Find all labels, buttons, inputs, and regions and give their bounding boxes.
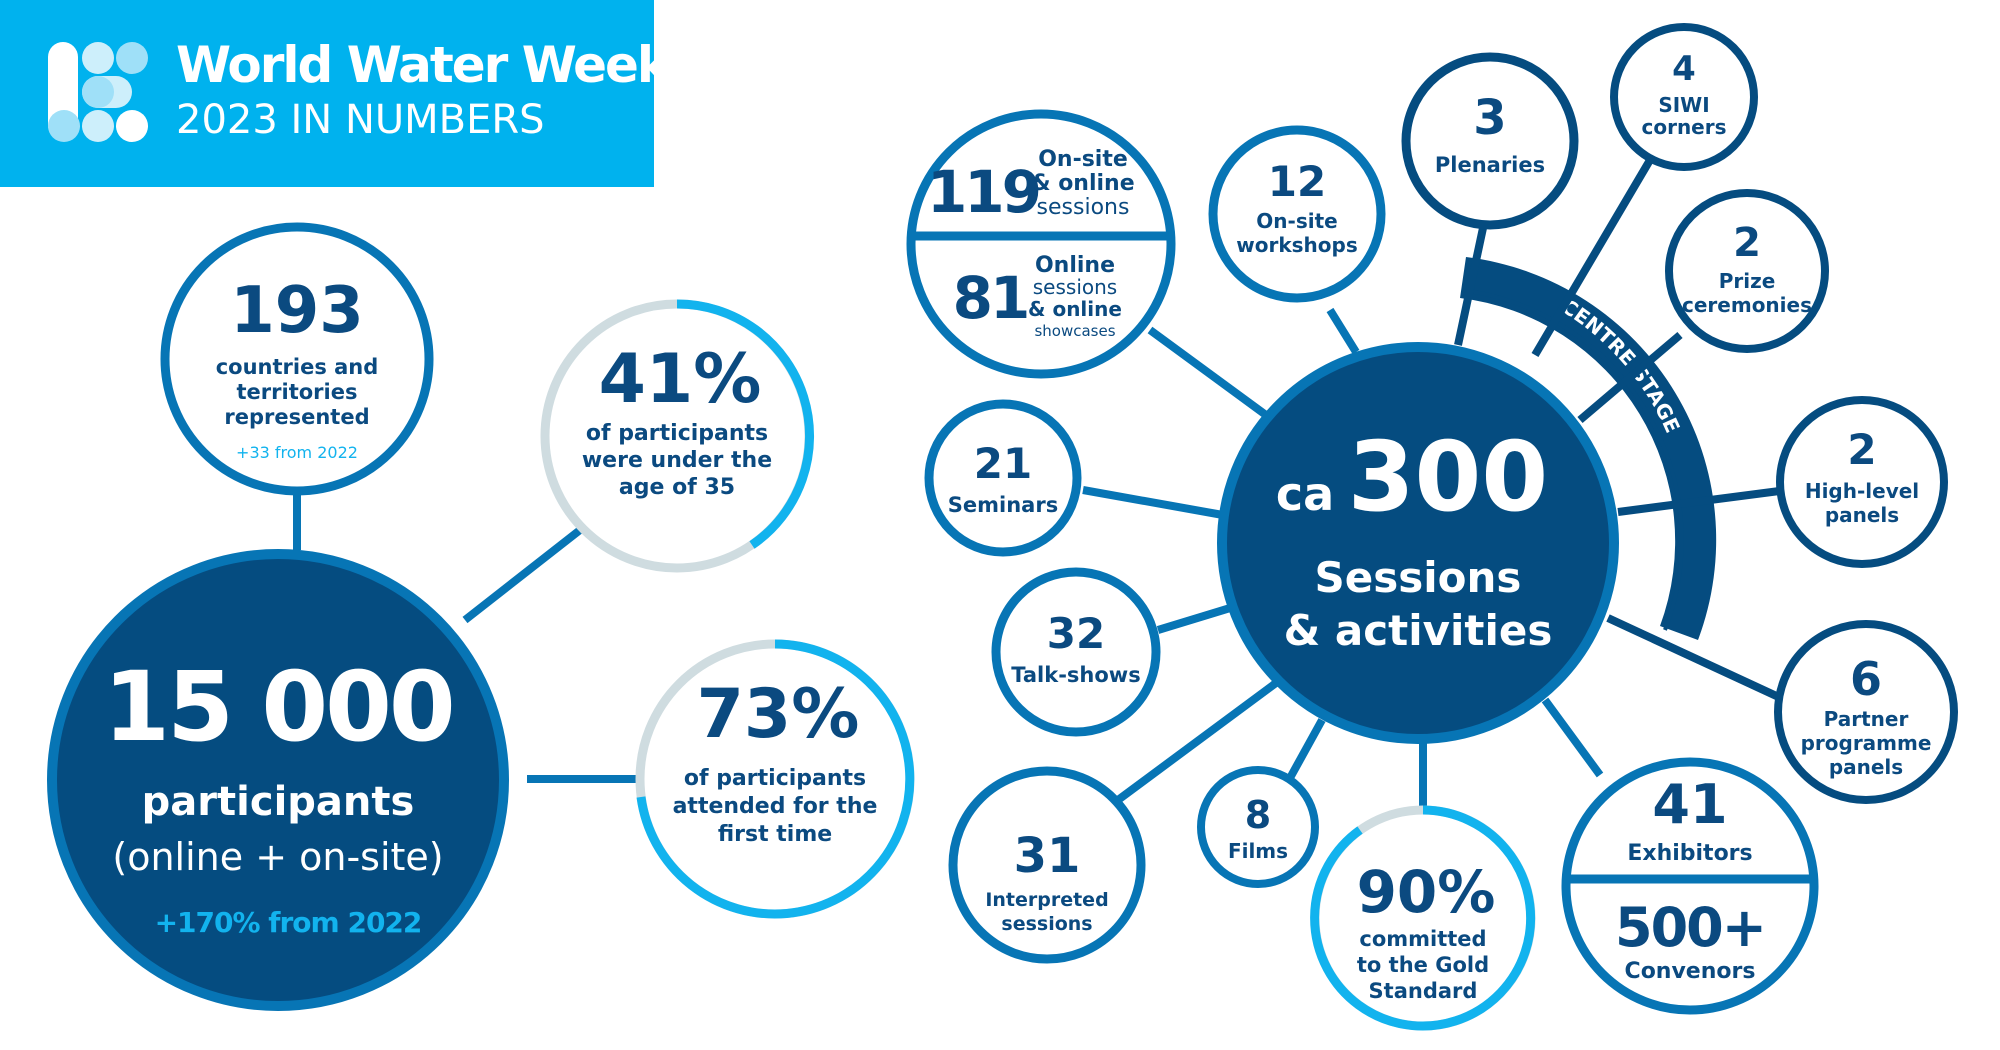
sessions-label-line: Sessions (1315, 553, 1522, 602)
convenors-value: 500+ (1615, 896, 1765, 959)
sessions-main-circle: ca 300 Sessions & activities (1217, 342, 1619, 744)
partner-value: 6 (1850, 652, 1882, 706)
countries-label-line: countries and (216, 355, 379, 379)
app-title: World Water Week (176, 36, 670, 94)
interpreted-sessions-stat-circle: 31 Interpreted sessions (948, 766, 1146, 964)
onsite-online-label-line: sessions (1037, 195, 1130, 220)
countries-label-line: territories (237, 380, 358, 404)
under35-progress-arc (676, 299, 815, 549)
prize-label-line: Prize (1719, 269, 1776, 293)
talk-shows-value: 32 (1047, 609, 1105, 658)
gold-standard-value: 90% (1357, 858, 1496, 926)
partner-panels-stat-circle: 6 Partner programme panels (1774, 620, 1958, 804)
left-connectors (293, 493, 640, 783)
plenaries-label: Plenaries (1435, 153, 1545, 177)
sessions-value-line: ca 300 (1276, 421, 1548, 533)
first-time-label-line: first time (718, 822, 832, 847)
online-label-line: & online (1028, 297, 1122, 321)
siwi-corners-stat-circle: 4 SIWI corners (1610, 23, 1758, 171)
films-stat-circle: 8 Films (1197, 766, 1319, 888)
high-level-label-line: High-level (1805, 479, 1919, 503)
partner-label-line: Partner (1824, 707, 1909, 731)
siwi-corners-value: 4 (1672, 49, 1696, 89)
session-connectors (1082, 307, 1604, 807)
under35-label-line: were under the (582, 448, 772, 473)
gold-standard-label-line: committed (1359, 927, 1486, 951)
convenors-label: Convenors (1625, 959, 1756, 984)
sessions-value: 300 (1348, 421, 1548, 533)
gold-standard-progress-arc (1310, 805, 1536, 1031)
gold-standard-label-line: Standard (1369, 979, 1478, 1003)
online-label-line: Online (1035, 253, 1115, 278)
workshops-value: 12 (1268, 157, 1326, 206)
countries-value: 193 (230, 274, 364, 348)
seminars-stat-circle: 21 Seminars (924, 399, 1082, 557)
first-time-value: 73% (697, 675, 860, 754)
interpreted-label-line: sessions (1001, 913, 1092, 935)
onsite-online-split-circle: 119 On-site & online sessions 81 Online … (906, 109, 1176, 379)
online-label-line: showcases (1034, 322, 1115, 340)
sessions-prefix: ca (1276, 467, 1334, 521)
siwi-corners-label-line: corners (1641, 115, 1726, 139)
online-value: 81 (953, 264, 1028, 332)
partner-label-line: panels (1829, 755, 1903, 779)
workshops-label-line: workshops (1236, 233, 1357, 257)
plenaries-stat-circle: 3 Plenaries (1401, 52, 1579, 230)
partner-label-line: programme (1801, 731, 1932, 755)
countries-stat-circle: 193 countries and territories represente… (160, 222, 434, 496)
prize-value: 2 (1733, 220, 1761, 266)
under35-label-line: of participants (586, 421, 768, 446)
interpreted-value: 31 (1014, 828, 1081, 884)
workshops-label-line: On-site (1256, 209, 1337, 233)
under35-label-line: age of 35 (619, 475, 735, 500)
participants-change: +170% from 2022 (155, 906, 422, 939)
participants-sublabel: (online + on-site) (112, 835, 443, 879)
films-label: Films (1228, 839, 1288, 863)
participants-label: participants (142, 779, 415, 825)
sessions-label-line: & activities (1284, 606, 1553, 655)
exhibitors-label: Exhibitors (1627, 841, 1752, 866)
films-value: 8 (1245, 793, 1271, 837)
page-subtitle: 2023 IN NUMBERS (176, 97, 545, 143)
onsite-online-value: 119 (927, 158, 1039, 226)
first-time-progress-arc (636, 639, 915, 919)
participants-main-circle: 15 000 participants (online + on-site) +… (47, 549, 509, 1011)
plenaries-value: 3 (1473, 90, 1506, 146)
prize-ceremonies-stat-circle: 2 Prize ceremonies (1665, 189, 1829, 353)
onsite-online-label-line: On-site (1038, 147, 1128, 172)
world-water-week-logo-icon (48, 42, 148, 142)
countries-label-line: represented (224, 405, 369, 429)
seminars-value: 21 (974, 439, 1032, 488)
gold-standard-stat-circle: 90% committed to the Gold Standard (1310, 805, 1536, 1031)
prize-label-line: ceremonies (1682, 293, 1812, 317)
centre-stage-connectors (1454, 157, 1788, 704)
exhibitors-value: 41 (1652, 773, 1727, 836)
participants-value: 15 000 (103, 651, 452, 763)
high-level-value: 2 (1847, 425, 1876, 474)
under35-stat-circle: 41% of participants were under the age o… (540, 299, 815, 573)
high-level-label-line: panels (1825, 503, 1899, 527)
online-label-line: sessions (1033, 275, 1117, 299)
high-level-panels-stat-circle: 2 High-level panels (1776, 396, 1948, 568)
first-time-stat-circle: 73% of participants attended for the fir… (635, 639, 915, 919)
workshops-stat-circle: 12 On-site workshops (1208, 125, 1386, 303)
centre-stage-label: CENTRE STAGE (1557, 294, 1685, 436)
seminars-label: Seminars (948, 493, 1058, 517)
interpreted-label-line: Interpreted (985, 889, 1108, 911)
talk-shows-label: Talk-shows (1011, 663, 1140, 687)
under35-value: 41% (599, 340, 762, 419)
header-banner: World Water Week 2023 IN NUMBERS (0, 0, 670, 187)
first-time-label-line: attended for the (673, 794, 878, 819)
exhibitors-convenors-split-circle: 41 Exhibitors 500+ Convenors (1561, 757, 1819, 1015)
siwi-corners-label-line: SIWI (1658, 93, 1709, 117)
countries-change: +33 from 2022 (236, 443, 358, 462)
first-time-label-line: of participants (684, 766, 866, 791)
talk-shows-stat-circle: 32 Talk-shows (991, 567, 1161, 737)
gold-standard-label-line: to the Gold (1357, 953, 1489, 977)
onsite-online-label-line: & online (1031, 171, 1134, 196)
